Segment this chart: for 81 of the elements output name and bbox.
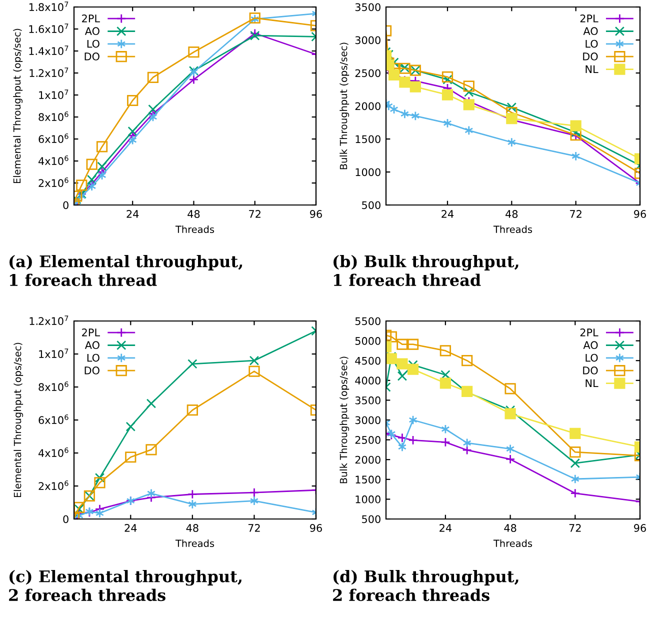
legend-label: AO (84, 341, 100, 350)
y-tick-label: 2x10$^{6}$ (38, 177, 68, 188)
y-axis-title: Elemental Throughput (ops/sec) (13, 28, 23, 184)
y-tick-label: 4000 (355, 376, 380, 385)
legend-label: NL (586, 379, 598, 387)
x-tick-label: 96 (634, 524, 646, 532)
legend-label: DO (583, 52, 598, 60)
legend-label: AO (84, 27, 100, 36)
y-tick-label: 1.6x10$^{7}$ (29, 24, 68, 34)
y-tick-label: 1.2x10$^{7}$ (30, 316, 68, 326)
y-tick-label: 5500 (355, 317, 380, 326)
y-tick-label: 1x10$^{7}$ (39, 90, 68, 100)
y-tick-label: 2000 (355, 456, 380, 464)
y-tick-label: 2000 (355, 102, 380, 110)
y-tick-label: 1000 (356, 495, 380, 504)
x-tick-label: 48 (186, 524, 198, 532)
y-tick-label: 1x10$^{7}$ (39, 348, 68, 358)
legend-label: DO (84, 52, 100, 60)
legend-label: AO (583, 341, 598, 350)
x-tick-label: 48 (506, 210, 518, 218)
y-tick-label: 1500 (356, 476, 380, 484)
y-tick-label: 8x10$^{6}$ (38, 381, 68, 392)
legend-label: LO (586, 40, 598, 48)
y-tick-label: 0 (63, 515, 68, 524)
y-axis-title: Bulk Throughput (ops/sec) (340, 356, 350, 484)
legend-label: LO (87, 354, 100, 362)
y-tick-label: 1000 (356, 168, 380, 176)
x-tick-label: 72 (249, 210, 260, 218)
x-tick-label: 48 (504, 524, 516, 532)
x-tick-label: 24 (442, 210, 454, 218)
y-tick-label: 4x10$^{6}$ (38, 447, 68, 458)
text: (d) Bulk throughput, 2 foreach threads (333, 570, 518, 602)
y-tick-label: 4500 (355, 356, 380, 365)
x-tick-label: 24 (126, 210, 139, 218)
x-tick-label: 72 (248, 524, 260, 532)
y-tick-label: 6x10$^{6}$ (38, 133, 68, 144)
y-tick-label: 3500 (355, 396, 380, 404)
legend-label: LO (586, 354, 598, 362)
y-axis-title: Elemental Throughput (ops/sec) (14, 342, 24, 498)
y-tick-label: 3000 (355, 416, 380, 424)
y-tick-label: 0 (63, 201, 68, 210)
legend-label: DO (583, 366, 598, 374)
legend-label: NL (586, 65, 598, 73)
y-axis-title: Bulk Throughput (ops/sec) (340, 42, 350, 170)
y-tick-label: 1.2x10$^{7}$ (30, 68, 68, 78)
y-tick-label: 8x10$^{6}$ (38, 111, 68, 122)
x-tick-label: 96 (634, 210, 646, 218)
y-tick-label: 500 (362, 515, 380, 524)
legend-label: 2PL (82, 14, 100, 22)
y-tick-label: 1.8x10$^{7}$ (29, 2, 68, 12)
y-tick-label: 1500 (356, 135, 380, 144)
y-tick-label: 3500 (355, 3, 380, 12)
x-axis-title: Threads (175, 226, 214, 234)
y-tick-label: 6x10$^{6}$ (38, 414, 68, 424)
text: (c) Elemental throughput, 2 foreach threads (9, 570, 242, 602)
x-tick-label: 96 (310, 210, 322, 218)
legend-label: DO (84, 366, 100, 374)
x-tick-label: 72 (569, 524, 581, 532)
legend-label: AO (583, 27, 598, 36)
legend-label: 2PL (580, 14, 598, 22)
x-tick-label: 72 (570, 210, 582, 218)
legend-label: LO (87, 40, 100, 48)
text: (b) Bulk throughput, 1 foreach thread (334, 255, 518, 286)
y-tick-label: 5000 (355, 337, 380, 345)
x-tick-label: 96 (310, 524, 322, 532)
legend-label: 2PL (82, 328, 100, 336)
legend-label: 2PL (580, 328, 598, 336)
y-tick-label: 2500 (355, 436, 380, 444)
x-axis-title: Threads (493, 226, 532, 234)
x-axis-title: Threads (493, 540, 532, 548)
y-tick-label: 2500 (355, 69, 380, 78)
x-tick-label: 48 (188, 210, 200, 218)
y-tick-label: 4x10$^{6}$ (38, 155, 68, 166)
x-axis-title: Threads (175, 540, 214, 548)
y-tick-label: 3000 (355, 36, 380, 44)
y-tick-label: 1.4x10$^{7}$ (29, 46, 68, 56)
x-tick-label: 24 (440, 524, 452, 532)
y-tick-label: 500 (362, 201, 380, 210)
text: (a) Elemental throughput, 1 foreach thread (10, 255, 242, 286)
x-tick-label: 24 (124, 524, 137, 532)
y-tick-label: 2x10$^{6}$ (38, 480, 68, 490)
